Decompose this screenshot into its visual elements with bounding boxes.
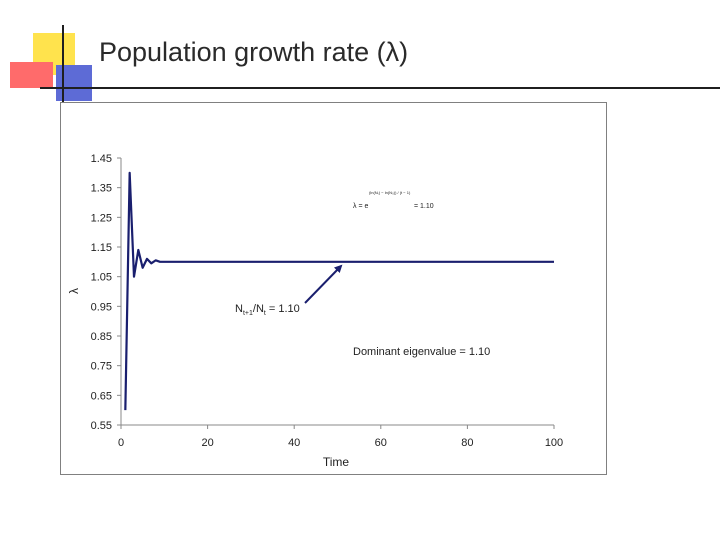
y-axis-label: λ (67, 288, 81, 294)
y-tick-label: 0.65 (91, 390, 112, 402)
chart-axes (120, 158, 554, 426)
ratio-n: N (235, 303, 243, 315)
formula-annotation: λ = e (ln(Nₜ) − ln(N₀)) / (t − 1) = 1.10 (353, 190, 434, 210)
y-tick-label: 0.75 (91, 361, 112, 373)
chart: 1.45 1.35 1.25 1.15 1.05 0.95 0.85 0.75 0.65 0.55… (67, 153, 564, 469)
eigenvalue-annotation: Dominant eigenvalue = 1.10 (353, 346, 490, 358)
ratio-label: Nt+1/Nt = 1.10 (235, 303, 300, 317)
formula-lhs: λ = e (353, 203, 368, 210)
x-tick-label: 20 (201, 437, 213, 449)
y-tick-label: 0.95 (91, 301, 112, 313)
y-tick-label: 1.05 (91, 272, 112, 284)
chart-series (124, 171, 554, 411)
x-tick-label: 40 (288, 437, 300, 449)
y-tick-label: 0.55 (91, 420, 112, 432)
formula-rhs: = 1.10 (414, 203, 434, 210)
ratio-value: = 1.10 (266, 303, 300, 315)
annotation-arrow (304, 264, 343, 304)
y-tick-label: 1.25 (91, 212, 112, 224)
x-tick-label: 0 (118, 437, 124, 449)
slide-title: Population growth rate (λ) (99, 37, 409, 67)
x-tick-label: 60 (375, 437, 387, 449)
y-tick-label: 0.85 (91, 331, 112, 343)
decor-vertical-line (62, 25, 64, 105)
ratio-sub-t1: t+1 (243, 310, 253, 317)
x-axis-label: Time (323, 455, 350, 469)
y-tick-label: 1.45 (91, 153, 112, 165)
ratio-slash-n: /N (253, 303, 264, 315)
y-tick-label: 1.15 (91, 242, 112, 254)
ratio-annotation: Nt+1/Nt = 1.10 (235, 303, 300, 317)
formula-exponent: (ln(Nₜ) − ln(N₀)) / (t − 1) (369, 190, 411, 195)
x-tick-label: 100 (545, 437, 563, 449)
ratio-sub-t: t (264, 310, 266, 317)
x-tick-label: 80 (461, 437, 473, 449)
y-tick-label: 1.35 (91, 183, 112, 195)
chart-ticks: 1.45 1.35 1.25 1.15 1.05 0.95 0.85 0.75 0.65 0.55… (91, 153, 564, 449)
title-underline (40, 87, 720, 89)
chart-frame: 1.45 1.35 1.25 1.15 1.05 0.95 0.85 0.75 0.65 0.55… (60, 102, 607, 475)
decor-red-bar (10, 62, 53, 88)
series-line (124, 171, 554, 411)
